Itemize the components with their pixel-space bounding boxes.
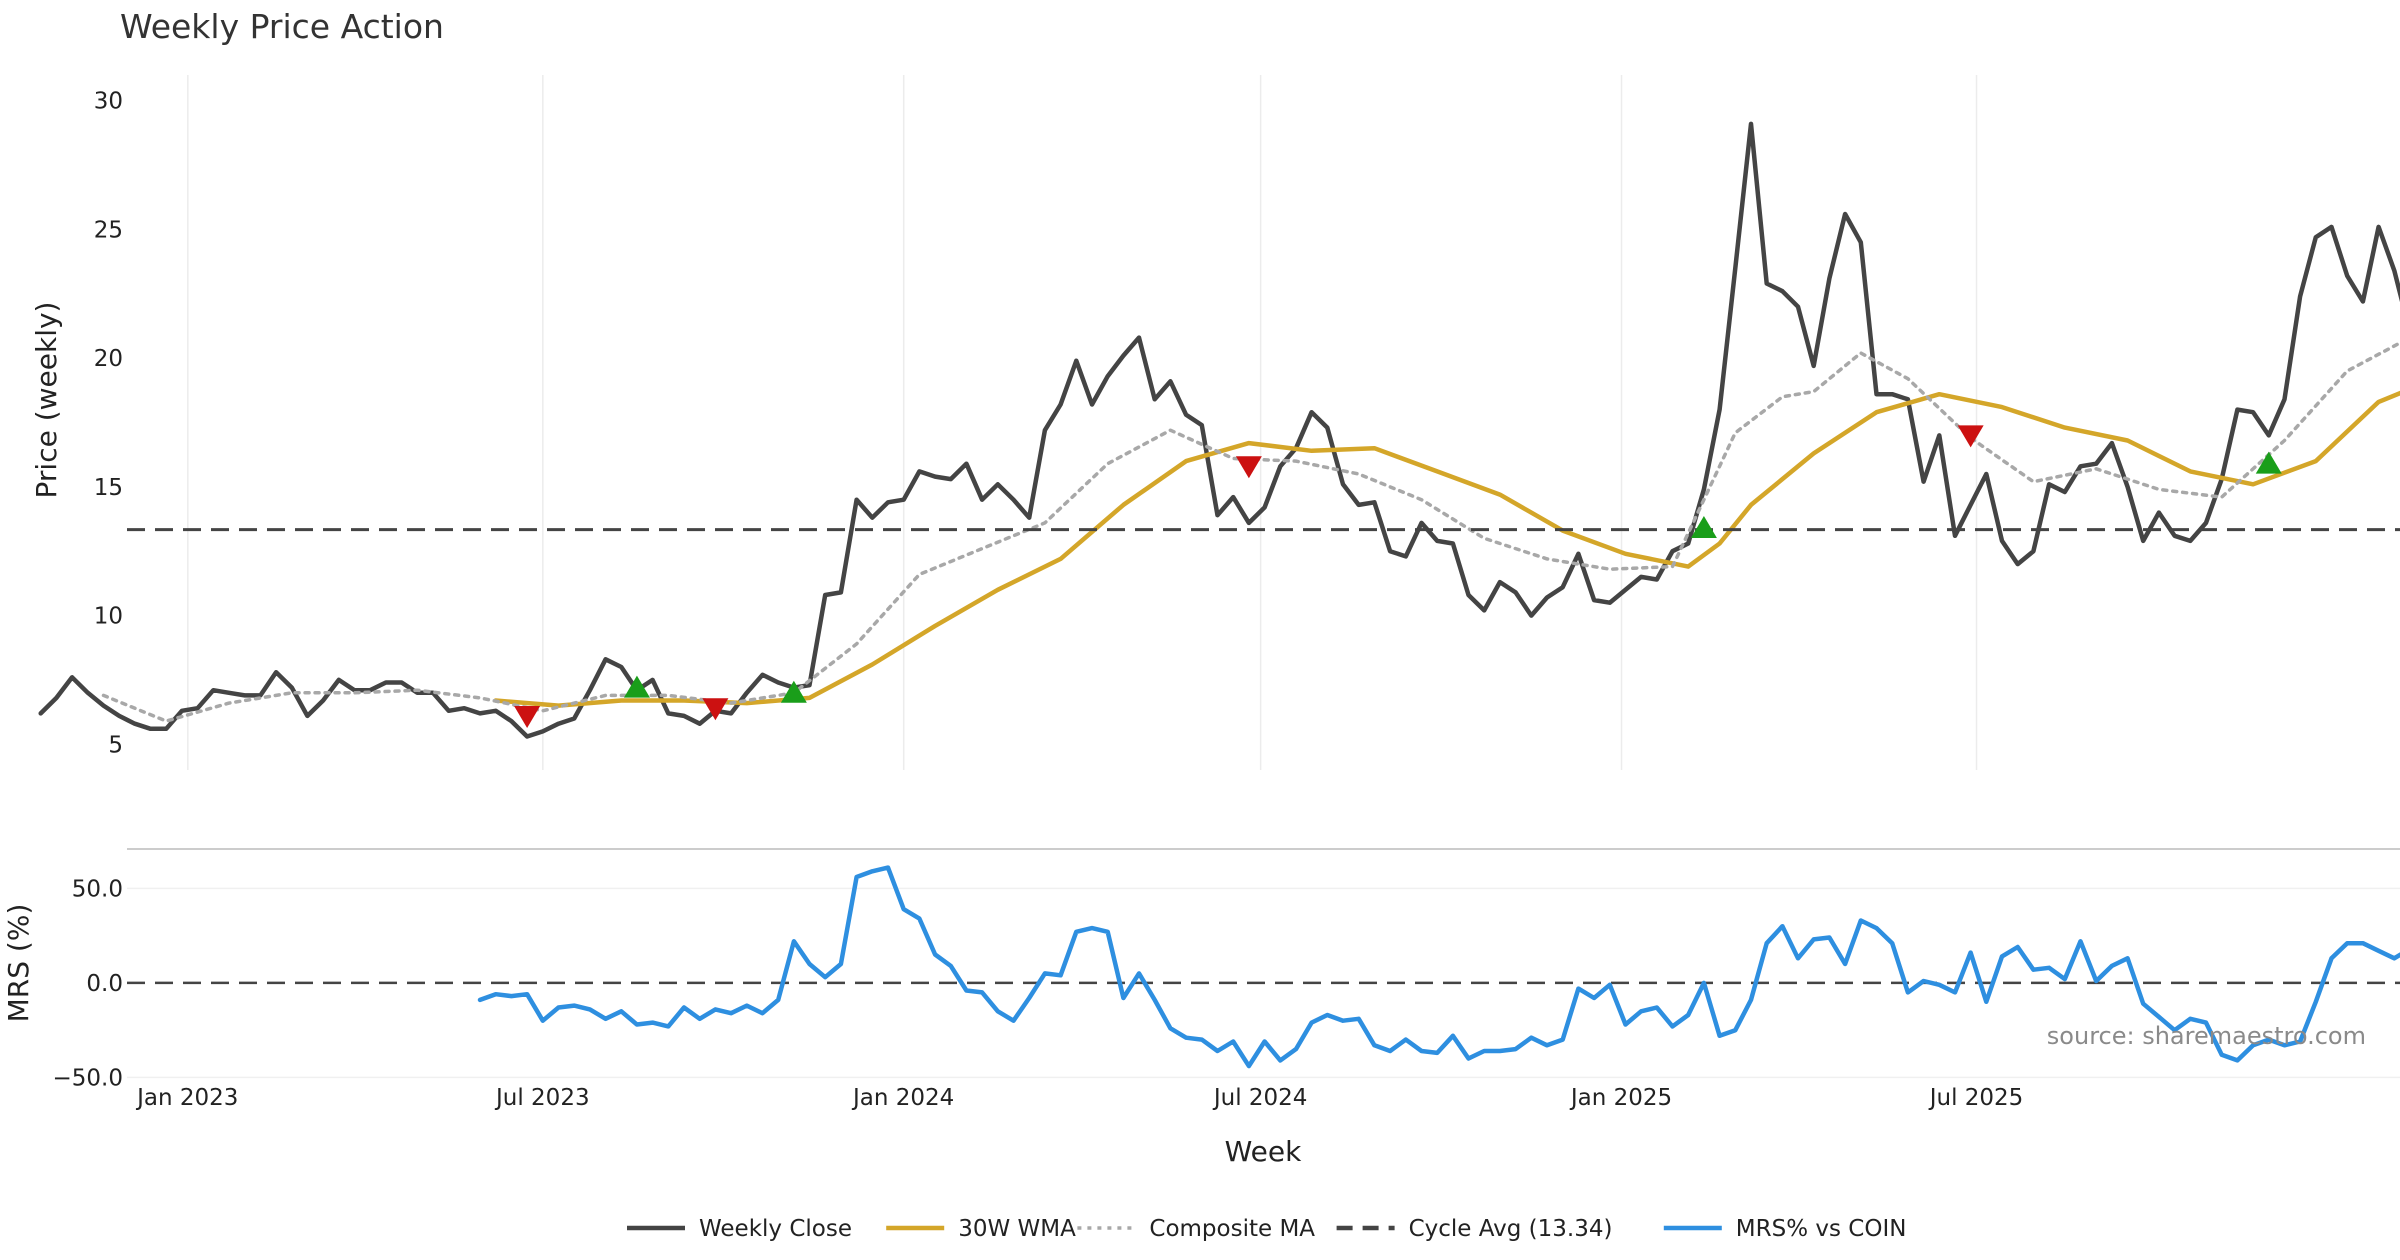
sell-signal-marker bbox=[1957, 425, 1984, 448]
price-y-tick-label: 15 bbox=[94, 475, 123, 501]
x-tick-label: Jul 2025 bbox=[1928, 1085, 2024, 1111]
price-y-tick-label: 30 bbox=[94, 89, 123, 115]
series-composite-ma bbox=[101, 340, 2400, 723]
legend-label: Cycle Avg (13.34) bbox=[1409, 1216, 1613, 1242]
legend-item-weekly-close: Weekly Close bbox=[627, 1216, 852, 1242]
sell-signal-marker bbox=[514, 705, 541, 728]
price-series bbox=[38, 121, 2400, 739]
legend-item-30w-wma: 30W WMA bbox=[886, 1216, 1076, 1242]
legend-label: 30W WMA bbox=[958, 1216, 1076, 1242]
legend-label: Composite MA bbox=[1149, 1216, 1315, 1242]
x-tick-label: Jul 2024 bbox=[1212, 1085, 1308, 1111]
price-y-tick-label: 10 bbox=[94, 604, 123, 630]
price-signals bbox=[514, 425, 2282, 728]
chart-title: Weekly Price Action bbox=[120, 7, 444, 46]
mrs-series bbox=[477, 865, 2400, 1069]
price-grid bbox=[187, 75, 1978, 770]
series-30w-wma bbox=[493, 390, 2400, 708]
mrs-y-tick-label: 0.0 bbox=[86, 971, 123, 997]
buy-signal-marker bbox=[1690, 516, 1717, 539]
legend-label: MRS% vs COIN bbox=[1736, 1216, 1907, 1242]
legend-item-composite-ma: Composite MA bbox=[1077, 1216, 1315, 1242]
legend-item-cycle-avg-13-34: Cycle Avg (13.34) bbox=[1336, 1216, 1613, 1242]
buy-signal-marker bbox=[780, 680, 807, 703]
price-y-ticks: 5 10 15 20 25 30 bbox=[94, 89, 123, 759]
x-axis-label: Week bbox=[1225, 1135, 1302, 1168]
mrs-y-tick-label: 50.0 bbox=[72, 876, 123, 902]
legend: Weekly Close 30W WMA Composite MA Cycle Avg… bbox=[627, 1216, 1906, 1242]
series-weekly-close bbox=[38, 121, 2400, 739]
price-y-tick-label: 5 bbox=[108, 732, 123, 758]
legend-label: Weekly Close bbox=[699, 1216, 852, 1242]
x-tick-label: Jan 2025 bbox=[1569, 1085, 1672, 1111]
legend-item-mrs-vs-coin: MRS% vs COIN bbox=[1663, 1216, 1907, 1242]
x-tick-label: Jul 2023 bbox=[494, 1085, 590, 1111]
price-y-tick-label: 20 bbox=[94, 346, 123, 372]
mrs-y-axis-label: MRS (%) bbox=[2, 904, 35, 1023]
series-mrs-vs-coin bbox=[477, 865, 2400, 1069]
mrs-grid bbox=[127, 887, 2400, 1079]
x-ticks: Jan 2023 Jul 2023 Jan 2024 Jul 2024 Jan 2025… bbox=[135, 1085, 2023, 1111]
mrs-y-tick-label: −50.0 bbox=[53, 1065, 123, 1091]
buy-signal-marker bbox=[2255, 451, 2282, 474]
sell-signal-marker bbox=[1235, 456, 1262, 479]
source-note: source: sharemaestro.com bbox=[2047, 1022, 2366, 1050]
price-y-tick-label: 25 bbox=[94, 217, 123, 243]
buy-signal-marker bbox=[623, 675, 650, 698]
price-y-axis-label: Price (weekly) bbox=[30, 302, 63, 499]
x-tick-label: Jan 2024 bbox=[851, 1085, 954, 1111]
x-tick-label: Jan 2023 bbox=[135, 1085, 238, 1111]
sell-signal-marker bbox=[702, 698, 729, 721]
mrs-y-ticks: 50.0 0.0 −50.0 bbox=[53, 876, 123, 1091]
